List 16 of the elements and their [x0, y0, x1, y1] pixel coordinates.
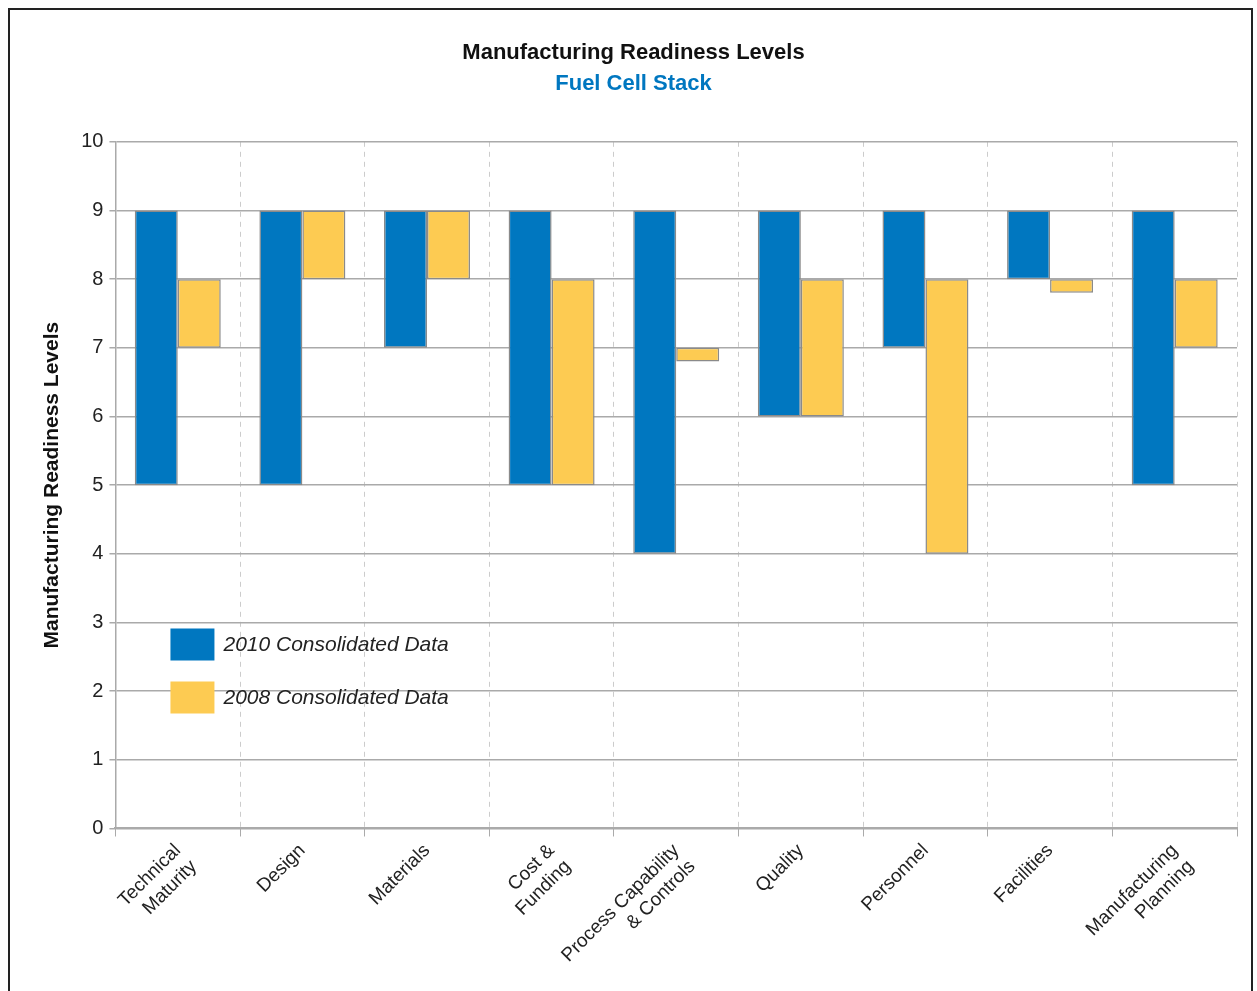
legend-label: 2008 Consolidated Data	[222, 685, 449, 709]
y-tick-label: 9	[92, 197, 104, 220]
y-axis-title: Manufacturing Readiness Levels	[39, 321, 63, 649]
y-tick-label: 4	[92, 541, 104, 564]
chart-subtitle: Fuel Cell Stack	[555, 69, 713, 95]
chart-title: Manufacturing Readiness Levels	[462, 39, 805, 65]
y-tick-label: 5	[92, 472, 104, 495]
y-tick-label: 10	[81, 129, 104, 152]
y-tick-label: 8	[92, 266, 104, 289]
y-tick-label: 6	[92, 403, 104, 426]
y-tick-label: 2	[92, 678, 104, 701]
y-tick-label: 3	[92, 610, 104, 632]
y-tick-label: 1	[92, 747, 104, 770]
y-tick-label: 7	[92, 335, 104, 358]
legend-label: 2010 Consolidated Data	[222, 632, 449, 656]
y-tick-label: 0	[92, 816, 104, 839]
